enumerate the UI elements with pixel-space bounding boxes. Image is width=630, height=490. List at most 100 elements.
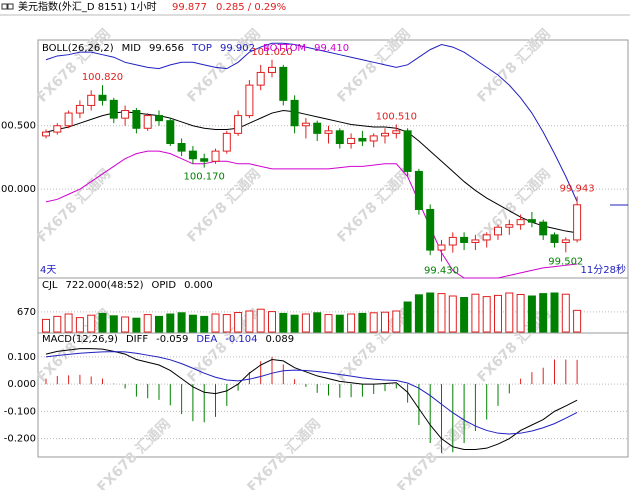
legend-text: -0.104	[225, 334, 257, 345]
legend-text: TOP	[191, 43, 212, 54]
candle-body	[155, 115, 163, 122]
candle-body	[527, 219, 536, 223]
volume-bar	[448, 295, 457, 333]
volume-bar	[75, 317, 84, 333]
volume-bar	[155, 315, 163, 333]
volume-bar	[561, 293, 570, 333]
candle-body	[561, 239, 570, 243]
legend-text: BOLL(26,26,2)	[42, 43, 114, 54]
y-tick-label: -0.100	[4, 406, 36, 417]
y-tick-label: -0.200	[4, 434, 36, 445]
indicator-line	[45, 348, 578, 451]
candle-body	[505, 224, 514, 228]
candle-body	[369, 135, 378, 142]
candle-body	[177, 143, 186, 152]
candle-body	[550, 234, 559, 243]
legend-text: 722.000(48:52)	[66, 280, 144, 291]
volume-bar	[494, 294, 502, 333]
price-annotation: 99.943	[560, 183, 595, 194]
chart-title: 美元指数(外汇_D 8151) 1小时	[18, 0, 157, 13]
volume-bar	[347, 313, 356, 333]
legend-text: BOTTOM	[263, 43, 306, 54]
volume-bar	[313, 312, 322, 333]
volume-bar	[550, 292, 559, 333]
candle-body	[335, 130, 344, 145]
volume-bar	[132, 317, 141, 333]
candle-body	[381, 132, 389, 137]
price-annotation: 100.510	[376, 111, 417, 122]
volume-bar	[109, 315, 118, 333]
volume-bar	[403, 301, 412, 333]
indicator-line	[45, 351, 578, 435]
y-tick-label: 0.100	[7, 352, 36, 363]
volume-bar	[222, 314, 231, 333]
volume-bar	[482, 296, 491, 333]
candle-body	[98, 94, 107, 101]
candle-body	[234, 115, 243, 134]
candle-body	[64, 112, 73, 127]
candle-body	[392, 130, 401, 134]
window-icon	[1, 3, 14, 10]
candle-body	[460, 236, 469, 243]
volume-bar	[392, 310, 401, 333]
y-tick-label: 100.000	[0, 184, 36, 195]
candle-body	[347, 137, 356, 145]
volume-bar	[121, 316, 130, 333]
candle-body	[448, 236, 457, 246]
volume-bar	[437, 293, 446, 333]
legend-text: MACD(12,26,9)	[42, 334, 118, 345]
footer-left: 4天	[40, 265, 56, 276]
legend-text: DEA	[196, 334, 217, 345]
volume-bar	[64, 313, 73, 333]
candle-body	[437, 244, 446, 251]
volume-bar	[471, 293, 480, 333]
volume-bar	[53, 315, 62, 333]
candle-body	[301, 122, 310, 127]
volume-bar	[516, 294, 525, 333]
volume-bar	[358, 312, 367, 333]
candle-body	[403, 130, 412, 172]
volume-bar	[324, 314, 333, 333]
volume-bar	[166, 313, 175, 333]
last-price: 99.877	[172, 2, 207, 13]
volume-bar	[414, 294, 423, 333]
volume-bar	[335, 314, 344, 333]
volume-bar	[245, 310, 254, 333]
candle-body	[75, 104, 84, 114]
candle-body	[414, 170, 423, 210]
candle-body	[166, 120, 175, 145]
candle-body	[279, 66, 288, 101]
candle-body	[121, 110, 130, 119]
volume-bar	[188, 314, 197, 333]
candle-body	[222, 132, 231, 152]
candle-body	[494, 226, 502, 236]
volume-bar	[505, 292, 514, 333]
candle-body	[313, 122, 322, 134]
legend-text: 99.656	[149, 43, 184, 54]
price-annotation: 101.020	[251, 47, 292, 58]
footer-right: 11分28秒	[581, 263, 626, 276]
volume-bar	[143, 314, 152, 333]
volume-bar	[200, 315, 209, 333]
legend-text: 99.410	[314, 43, 349, 54]
y-tick-label: 100.500	[0, 121, 36, 132]
volume-bar	[539, 293, 548, 333]
candle-body	[245, 84, 254, 117]
price-annotation: 99.430	[424, 266, 459, 277]
legend-text: CJL	[42, 280, 58, 291]
legend-text: -0.059	[156, 334, 188, 345]
indicator-line	[45, 150, 578, 279]
candle-body	[324, 130, 333, 134]
legend-text: OPID	[152, 280, 177, 291]
candle-body	[53, 125, 62, 133]
volume-bar	[290, 314, 299, 333]
price-annotation: 100.170	[184, 172, 225, 183]
volume-bar	[460, 297, 469, 333]
candle-body	[42, 131, 50, 137]
candle-body	[268, 66, 276, 73]
candle-body	[256, 71, 265, 86]
volume-bar	[87, 314, 96, 333]
price-annotation: 99.502	[548, 256, 583, 267]
indicator-line	[45, 42, 578, 202]
